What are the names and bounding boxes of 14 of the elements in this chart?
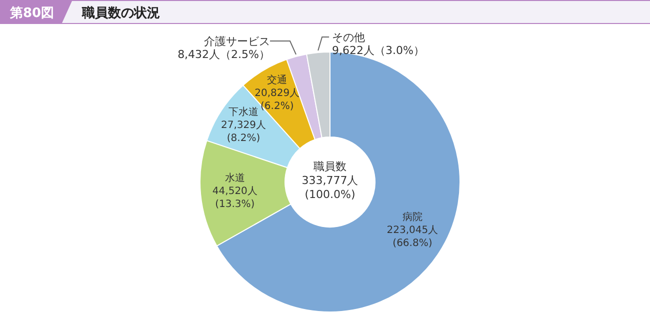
slice-label: 病院 <box>402 211 422 224</box>
chart-title: 職員数の状況 <box>81 5 160 21</box>
slice-label: その他 <box>332 31 366 44</box>
data-label: 44,520人 (13.3%) <box>212 186 258 210</box>
text: 第80図 <box>8 6 54 21</box>
slice-label: 下水道 <box>228 106 259 118</box>
text: 職員数 333,777人 (100.0%) <box>302 160 358 201</box>
data-label: 223,045人 (66.8%) <box>386 225 438 250</box>
data-label: 27,329人 (8.2%) <box>221 120 266 144</box>
data-label: 9,622人（3.0%） <box>332 44 424 57</box>
slice-label: 介護サービス <box>204 35 270 48</box>
slice-label: 交通 <box>267 74 288 86</box>
data-label: 8,432人（2.5%） <box>178 48 270 61</box>
slice-label: 水道 <box>224 172 245 184</box>
